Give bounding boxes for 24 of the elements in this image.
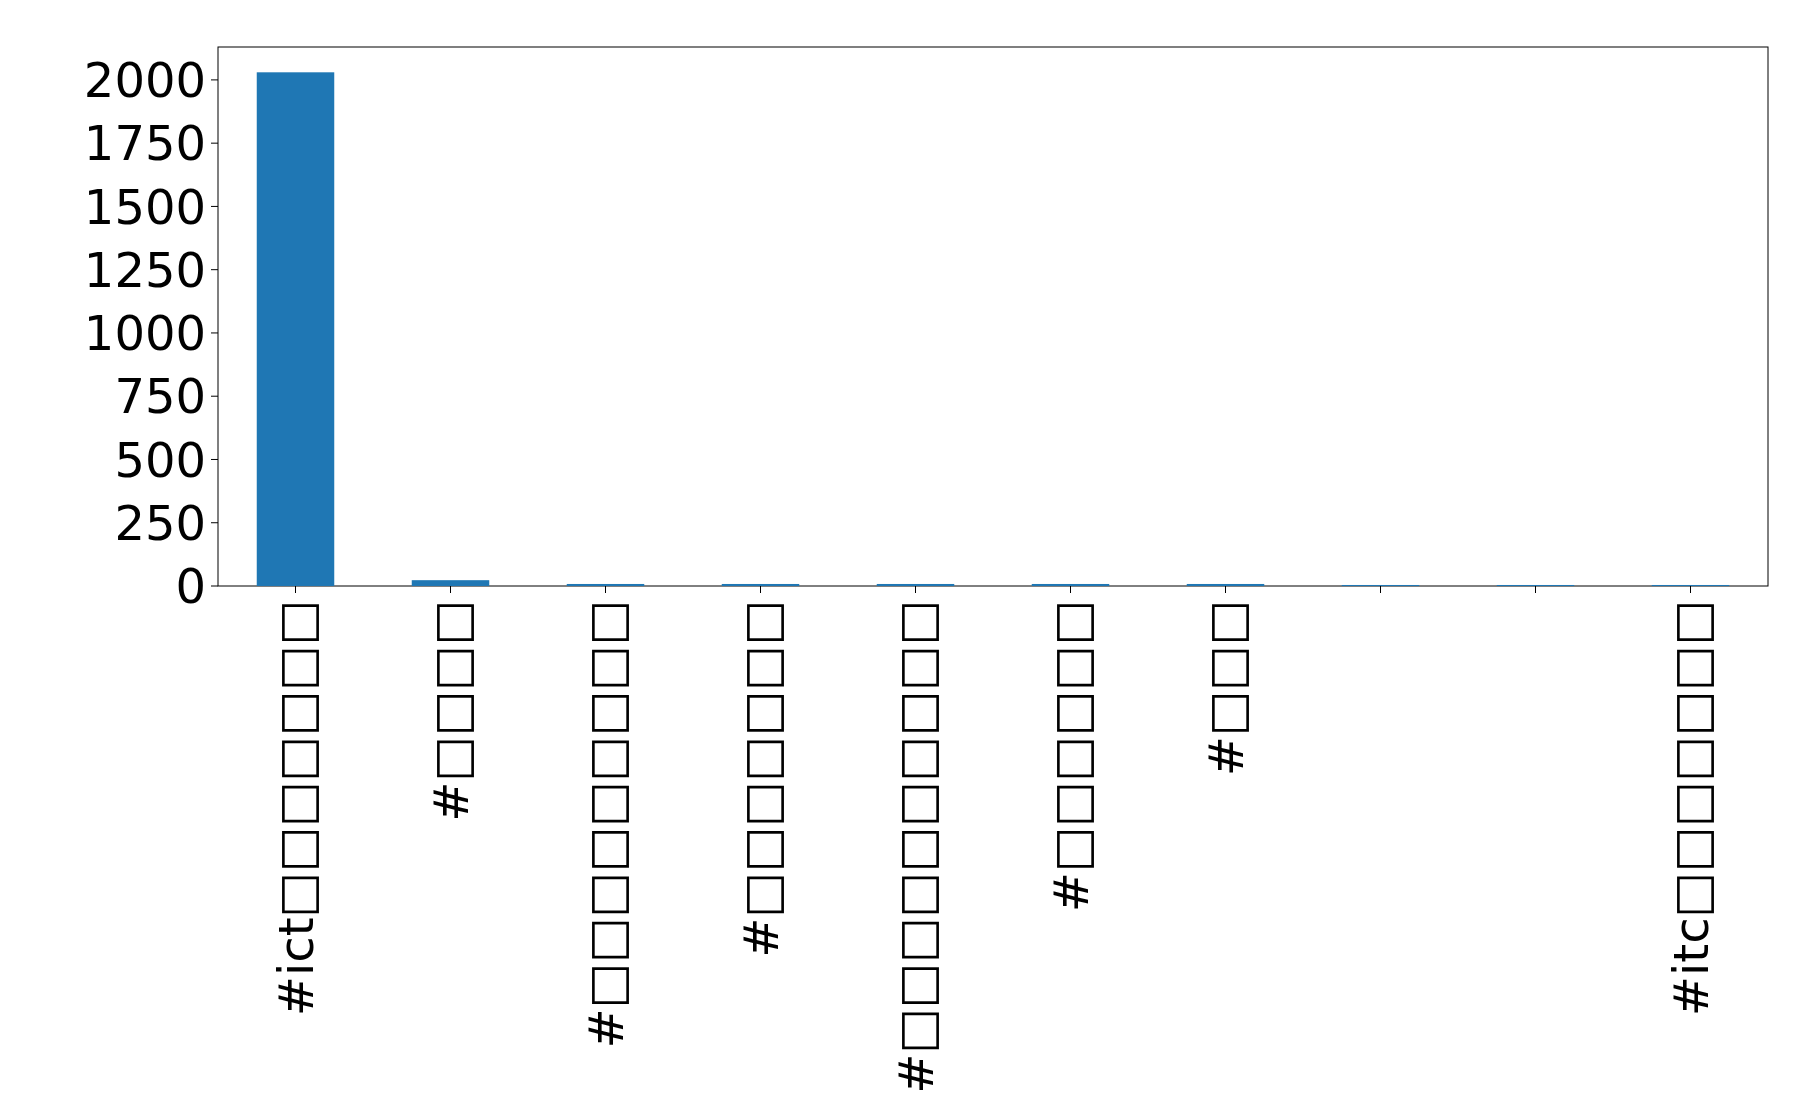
bar xyxy=(721,583,800,586)
y-tick-label: 2000 xyxy=(83,52,206,109)
y-tick-label: 0 xyxy=(175,558,206,615)
bar xyxy=(256,72,335,586)
x-tick-label: #□□□□□□□□□□ xyxy=(887,600,944,1093)
bar xyxy=(566,583,645,586)
y-tick-label: 750 xyxy=(114,368,206,425)
bar xyxy=(411,580,490,586)
y-tick-label: 500 xyxy=(114,431,206,488)
y-tick-label: 1500 xyxy=(83,178,206,235)
bar xyxy=(876,583,955,586)
y-tick-label: 250 xyxy=(114,495,206,552)
x-tick-label: #itc□□□□□□□ xyxy=(1662,600,1719,1017)
x-tick-label: #□□□□□□□ xyxy=(732,600,789,958)
x-tick-label: #□□□□□□ xyxy=(1042,600,1099,913)
x-tick-label: #□□□□ xyxy=(422,600,479,822)
bar xyxy=(1186,583,1265,586)
bar xyxy=(1031,583,1110,586)
y-tick-label: 1250 xyxy=(83,241,206,298)
y-tick-label: 1000 xyxy=(83,305,206,362)
x-tick-label: #□□□ xyxy=(1197,600,1254,777)
y-tick-label: 1750 xyxy=(83,115,206,172)
x-tick-label: #ict□□□□□□□ xyxy=(267,600,324,1017)
x-tick-label: #□□□□□□□□□ xyxy=(577,600,634,1049)
